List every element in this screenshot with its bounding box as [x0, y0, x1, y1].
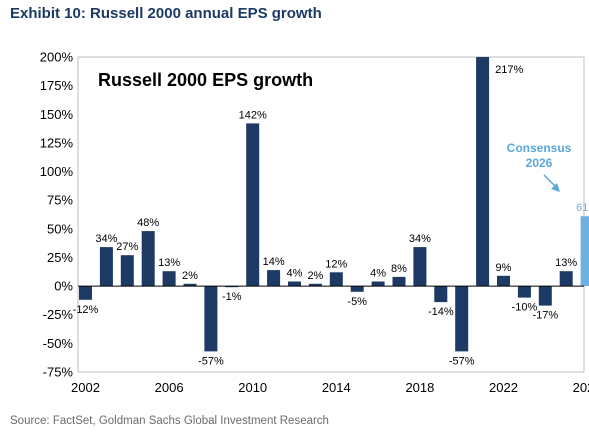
y-tick-label: 150% — [40, 107, 74, 122]
y-tick-label: 0% — [54, 279, 73, 294]
bars-group — [79, 57, 589, 352]
plot-frame — [77, 56, 585, 373]
data-label-2024: -17% — [532, 310, 558, 322]
exhibit-title: Exhibit 10: Russell 2000 annual EPS grow… — [10, 5, 322, 22]
bar-2011 — [267, 270, 281, 287]
y-tick-label: 200% — [40, 50, 74, 65]
data-label-2005: 48% — [137, 217, 159, 229]
bar-2004 — [120, 255, 134, 287]
data-label-2010: 142% — [239, 109, 267, 121]
y-tick-label: -50% — [43, 336, 74, 351]
data-label-2008: -57% — [198, 355, 224, 367]
bar-2012 — [288, 281, 301, 287]
bar-2024 — [538, 286, 552, 306]
x-tick-label: 2026 — [573, 380, 589, 395]
x-tick-label: 2002 — [71, 380, 100, 395]
bar-2015 — [350, 286, 364, 292]
bar-2017 — [392, 276, 406, 287]
data-label-2015: -5% — [347, 296, 367, 308]
bar-2003 — [99, 247, 113, 286]
bar-2009 — [225, 286, 239, 288]
x-tick-label: 2022 — [489, 380, 518, 395]
bar-2026 — [580, 216, 589, 287]
x-tick-label: 2006 — [155, 380, 184, 395]
data-label-2022: 9% — [496, 262, 512, 274]
x-tick-label: 2014 — [322, 380, 351, 395]
data-label-2011: 14% — [263, 256, 285, 268]
x-axis-labels: 2002 2006 2010 2014 2018 2022 2026 — [71, 380, 589, 395]
y-tick-label: 75% — [47, 193, 73, 208]
data-label-2020: -57% — [449, 355, 475, 367]
bar-2020 — [455, 286, 469, 352]
bar-2010 — [246, 123, 260, 287]
bar-2025 — [559, 271, 573, 287]
bar-2013 — [308, 283, 322, 287]
bar-2006 — [162, 271, 176, 287]
bar-2022 — [497, 275, 510, 287]
consensus-annotation-line1: Consensus — [507, 141, 572, 155]
data-label-2019: -14% — [428, 306, 454, 318]
bar-2014 — [329, 272, 343, 286]
bar-2023 — [517, 286, 531, 298]
data-label-2007: 2% — [182, 270, 198, 282]
bar-2021 — [476, 57, 490, 287]
consensus-arrowhead — [551, 183, 560, 192]
data-label-2004: 27% — [116, 241, 138, 253]
data-label-2016: 4% — [370, 268, 386, 280]
y-tick-label: 100% — [40, 164, 74, 179]
bar-2008 — [204, 286, 218, 352]
data-label-2021: 217% — [495, 64, 523, 76]
data-label-2014: 12% — [325, 258, 347, 270]
data-label-2009: -1% — [222, 291, 242, 303]
y-axis-labels: 200% 175% 150% 125% 100% 75% 50% 25% 0% -25% -50% -… — [40, 50, 74, 380]
bar-2005 — [141, 231, 155, 287]
x-tick-label: 2010 — [238, 380, 267, 395]
bar-2007 — [183, 283, 197, 287]
y-tick-label: 25% — [47, 250, 73, 265]
bar-2018 — [413, 247, 427, 286]
bar-2016 — [371, 281, 385, 287]
y-tick-label: 175% — [40, 78, 74, 93]
bar-2002 — [79, 286, 92, 300]
data-label-2023: -10% — [512, 302, 538, 314]
data-label-2003: 34% — [95, 233, 117, 245]
source-note: Source: FactSet, Goldman Sachs Global In… — [10, 415, 329, 427]
x-tick-label: 2018 — [405, 380, 434, 395]
consensus-annotation-line2: 2026 — [526, 156, 553, 170]
y-tick-label: 125% — [40, 135, 74, 150]
y-tick-label: -25% — [43, 307, 74, 322]
data-label-2013: 2% — [307, 270, 323, 282]
data-label-2026: 61% — [576, 202, 589, 214]
data-label-2006: 13% — [158, 257, 180, 269]
data-label-2017: 8% — [391, 263, 407, 275]
data-label-2002: -12% — [73, 304, 99, 316]
y-tick-label: 50% — [47, 221, 73, 236]
y-tick-label: -75% — [43, 365, 74, 380]
data-labels-group: -12%34%27%48%13%2%-57%-1%142%14%4% 2%12%-… — [73, 64, 589, 367]
data-label-2012: 4% — [287, 268, 303, 280]
bar-2019 — [434, 286, 448, 303]
data-label-2018: 34% — [409, 233, 431, 245]
chart-title: Russell 2000 EPS growth — [98, 70, 313, 90]
data-label-2025: 13% — [555, 257, 577, 269]
